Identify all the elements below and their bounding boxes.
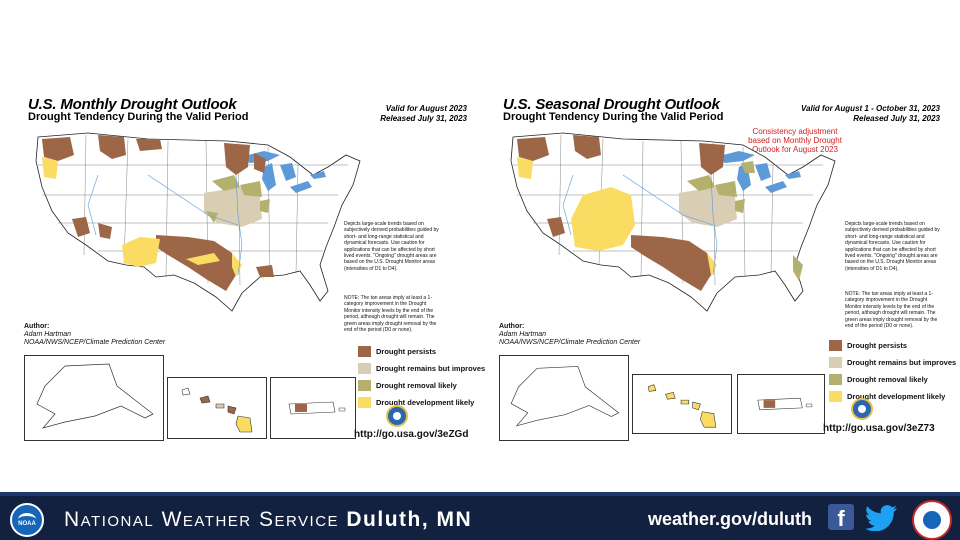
monthly-subtitle: Drought Tendency During the Valid Period bbox=[28, 111, 249, 123]
legend-item-persists: Drought persists bbox=[358, 343, 485, 360]
alaska-inset bbox=[24, 355, 164, 441]
legend-item-removal: Drought removal likely bbox=[829, 371, 956, 388]
monthly-legend: Drought persists Drought remains but imp… bbox=[358, 343, 485, 411]
seasonal-outlook-panel: U.S. Seasonal Drought Outlook Drought Te… bbox=[497, 93, 956, 443]
legend-label: Drought remains but improves bbox=[847, 358, 957, 367]
legend-label: Drought development likely bbox=[847, 392, 946, 401]
legend-item-improves: Drought remains but improves bbox=[829, 354, 956, 371]
legend-label: Drought removal likely bbox=[376, 381, 457, 390]
drought-improves-areas bbox=[204, 187, 262, 227]
legend-label: Drought persists bbox=[376, 347, 437, 356]
legend-item-development: Drought development likely bbox=[829, 388, 956, 405]
legend-swatch bbox=[358, 363, 371, 374]
drought-development-areas bbox=[42, 157, 242, 277]
footer-banner bbox=[0, 496, 960, 540]
seasonal-legend: Drought persists Drought remains but imp… bbox=[829, 337, 956, 405]
hawaii-inset bbox=[632, 374, 732, 434]
footer-title: National Weather Service Duluth, MN bbox=[64, 508, 472, 532]
drought-removal-areas bbox=[687, 161, 803, 281]
monthly-title: U.S. Monthly Drought Outlook bbox=[28, 96, 237, 113]
monthly-note-2: NOTE: The tan areas imply at least a 1-c… bbox=[344, 295, 437, 334]
seasonal-url[interactable]: http://go.usa.gov/3eZ73 bbox=[823, 423, 935, 434]
monthly-valid-dates: Valid for August 2023 Released July 31, … bbox=[380, 104, 467, 124]
puerto-rico-inset bbox=[270, 377, 356, 439]
drought-persists-areas bbox=[517, 135, 725, 291]
author-label: Author: bbox=[24, 323, 50, 330]
author-label: Author: bbox=[499, 323, 525, 330]
noaa-seal-icon bbox=[851, 398, 873, 420]
monthly-valid-line: Valid for August 2023 bbox=[385, 104, 467, 113]
seasonal-valid-dates: Valid for August 1 - October 31, 2023 Re… bbox=[801, 104, 940, 124]
monthly-released-line: Released July 31, 2023 bbox=[380, 114, 467, 123]
legend-swatch bbox=[829, 374, 842, 385]
legend-swatch bbox=[358, 346, 371, 357]
puerto-rico-map bbox=[288, 401, 346, 415]
legend-item-removal: Drought removal likely bbox=[358, 377, 485, 394]
author-name: Adam Hartman bbox=[499, 331, 547, 338]
monthly-us-map bbox=[35, 132, 361, 312]
legend-item-improves: Drought remains but improves bbox=[358, 360, 485, 377]
seasonal-note-2: NOTE: The tan areas imply at least a 1-c… bbox=[845, 291, 938, 330]
drought-improves-areas bbox=[679, 187, 737, 227]
legend-swatch bbox=[829, 340, 842, 351]
author-name: Adam Hartman bbox=[24, 331, 72, 338]
seasonal-subtitle: Drought Tendency During the Valid Period bbox=[503, 111, 724, 123]
noaa-gull-icon bbox=[18, 513, 36, 526]
consistency-adjustment-note: Consistency adjustment based on Monthly … bbox=[748, 127, 842, 154]
nws-logo-icon bbox=[912, 500, 952, 540]
conus-outline bbox=[35, 132, 361, 312]
rivers bbox=[87, 174, 243, 276]
footer-accent-stripe bbox=[0, 492, 960, 496]
legend-swatch bbox=[829, 391, 842, 402]
puerto-rico-map bbox=[757, 397, 813, 411]
legend-item-persists: Drought persists bbox=[829, 337, 956, 354]
seasonal-released-line: Released July 31, 2023 bbox=[853, 114, 940, 123]
hawaii-inset bbox=[167, 377, 267, 439]
seasonal-title: U.S. Seasonal Drought Outlook bbox=[503, 96, 720, 113]
alaska-map bbox=[36, 363, 154, 429]
seasonal-us-map bbox=[510, 132, 836, 312]
seasonal-valid-line: Valid for August 1 - October 31, 2023 bbox=[801, 104, 940, 113]
rivers bbox=[562, 174, 718, 276]
monthly-note-1: Depicts large-scale trends based on subj… bbox=[344, 221, 439, 272]
legend-swatch bbox=[829, 357, 842, 368]
hawaii-map bbox=[647, 384, 717, 428]
hawaii-map bbox=[181, 387, 253, 433]
facebook-icon[interactable]: f bbox=[828, 504, 854, 531]
footer-org-city: Duluth, MN bbox=[346, 508, 473, 531]
puerto-rico-inset bbox=[737, 374, 825, 434]
author-org: NOAA/NWS/NCEP/Climate Prediction Center bbox=[499, 339, 641, 346]
monthly-outlook-panel: U.S. Monthly Drought Outlook Drought Ten… bbox=[22, 93, 485, 443]
legend-label: Drought remains but improves bbox=[376, 364, 486, 373]
twitter-icon[interactable] bbox=[866, 505, 898, 531]
legend-label: Drought development likely bbox=[376, 398, 475, 407]
monthly-author: Author: Adam Hartman NOAA/NWS/NCEP/Clima… bbox=[24, 323, 165, 347]
legend-item-development: Drought development likely bbox=[358, 394, 485, 411]
footer-website-link[interactable]: weather.gov/duluth bbox=[648, 509, 813, 529]
legend-swatch bbox=[358, 380, 371, 391]
noaa-logo-text: NOAA bbox=[18, 521, 36, 527]
seasonal-note-1: Depicts large-scale trends based on subj… bbox=[845, 221, 940, 272]
seasonal-author: Author: Adam Hartman NOAA/NWS/NCEP/Clima… bbox=[499, 323, 640, 347]
noaa-seal-icon bbox=[386, 405, 408, 427]
conus-outline bbox=[510, 132, 836, 312]
footer-org-prefix: National Weather Service bbox=[64, 508, 340, 531]
drought-removal-areas bbox=[206, 175, 270, 223]
monthly-url[interactable]: http://go.usa.gov/3eZGd bbox=[354, 429, 469, 440]
great-lakes bbox=[715, 151, 801, 193]
legend-label: Drought removal likely bbox=[847, 375, 928, 384]
legend-swatch bbox=[358, 397, 371, 408]
noaa-logo-icon: NOAA bbox=[10, 503, 44, 537]
great-lakes bbox=[240, 151, 326, 193]
alaska-map bbox=[510, 366, 620, 427]
author-org: NOAA/NWS/NCEP/Climate Prediction Center bbox=[24, 339, 166, 346]
alaska-inset bbox=[499, 355, 629, 441]
legend-label: Drought persists bbox=[847, 341, 908, 350]
